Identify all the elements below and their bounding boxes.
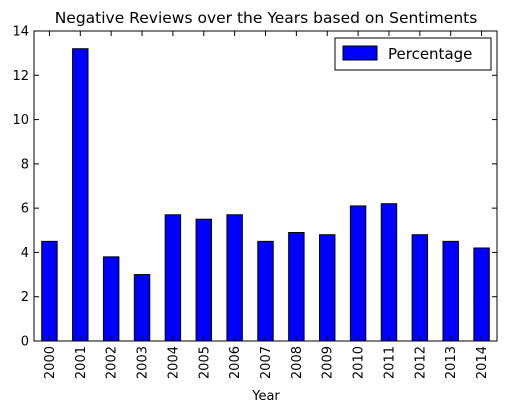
x-tick-label: 2014 xyxy=(475,346,490,379)
bar-2003 xyxy=(134,275,149,341)
y-tick-label: 12 xyxy=(12,69,29,84)
x-axis-title: Year xyxy=(251,389,280,404)
y-tick-label: 10 xyxy=(12,113,29,128)
bar-2013 xyxy=(443,241,458,341)
bar-2008 xyxy=(289,233,304,342)
bar-2007 xyxy=(258,241,273,341)
bar-2001 xyxy=(73,49,88,341)
legend-swatch xyxy=(343,46,377,60)
bar-2005 xyxy=(196,219,211,341)
x-tick-label: 2005 xyxy=(197,346,212,379)
x-tick-label: 2000 xyxy=(43,346,58,379)
x-tick-label: 2002 xyxy=(105,346,120,379)
y-tick-label: 6 xyxy=(21,202,29,217)
y-tick-label: 14 xyxy=(12,25,29,40)
bar-2006 xyxy=(227,215,242,341)
x-tick-label: 2013 xyxy=(444,346,459,379)
x-tick-label: 2003 xyxy=(136,346,151,379)
y-tick-label: 8 xyxy=(21,157,29,172)
bar-2010 xyxy=(350,206,365,341)
bar-2012 xyxy=(412,235,427,341)
x-tick-label: 2008 xyxy=(290,346,305,379)
y-tick-label: 4 xyxy=(21,246,29,261)
x-tick-label: 2012 xyxy=(413,346,428,379)
x-tick-label: 2006 xyxy=(228,346,243,379)
bar-2009 xyxy=(320,235,335,341)
plot-area xyxy=(42,49,490,341)
legend: Percentage xyxy=(335,38,491,70)
x-tick-label: 2001 xyxy=(74,346,89,379)
chart-title: Negative Reviews over the Years based on… xyxy=(55,9,478,27)
x-tick-label: 2010 xyxy=(352,346,367,379)
bar-2004 xyxy=(165,215,180,341)
x-tick-label: 2004 xyxy=(166,346,181,379)
bar-2002 xyxy=(103,257,118,341)
x-tick-label: 2009 xyxy=(321,346,336,379)
x-tick-label: 2011 xyxy=(382,346,397,379)
y-tick-label: 2 xyxy=(21,290,29,305)
bar-2011 xyxy=(381,204,396,341)
legend-label: Percentage xyxy=(388,45,472,63)
x-tick-label: 2007 xyxy=(259,346,274,379)
bar-2000 xyxy=(42,241,57,341)
bar-2014 xyxy=(474,248,489,341)
y-tick-label: 0 xyxy=(21,335,29,350)
